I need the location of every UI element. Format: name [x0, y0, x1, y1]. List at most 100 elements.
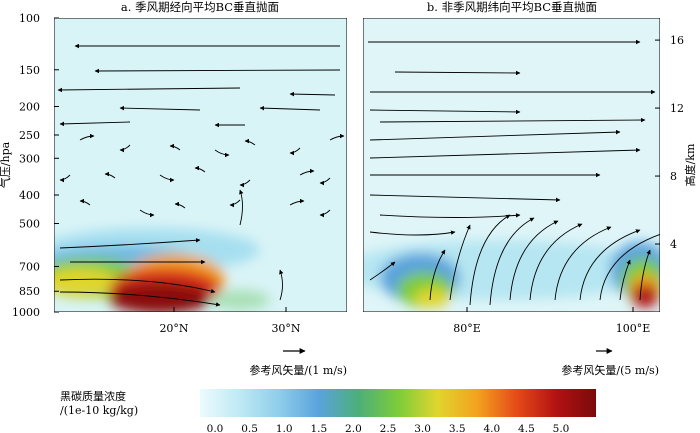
- colorbar-tick-label: 2.5: [380, 423, 397, 433]
- panel-b-wind-vector: [369, 129, 621, 141]
- panel-a-y-tick-label: 500: [19, 217, 40, 230]
- panel-b-y-tick-label: 12: [670, 102, 684, 115]
- panel-a-wind-vector: [259, 105, 321, 111]
- panel-a-y-tick-label: 700: [19, 260, 40, 273]
- panel-a-wind-vector: [239, 189, 244, 226]
- panel-b-wind-vector: [639, 249, 651, 301]
- panel-a-wind-vector: [319, 209, 331, 218]
- panel-a-wind-vector: [59, 121, 131, 127]
- panel-a-wind-vector: [119, 105, 201, 111]
- panel-b-wind-vector: [449, 224, 471, 301]
- panel-a-y-label: 气压/hpa: [0, 141, 12, 188]
- colorbar-tick-label: 5.0: [553, 423, 570, 433]
- panel-a-y-tick-label: 850: [19, 285, 40, 298]
- panel-a-y-ticks: 100 150 200 250 300 400 500 700 850 1000: [12, 12, 59, 319]
- panel-a-y-tick-label: 150: [19, 64, 40, 77]
- panel-b-wind-vector: [369, 230, 456, 236]
- panel-b-wind-vector: [599, 232, 660, 301]
- panel-b-y-ticks: 4 8 12 16: [655, 34, 684, 251]
- panel-b-wind-vectors: [368, 39, 660, 306]
- panel-a-wind-vector: [194, 165, 206, 173]
- panel-a-y-tick-label: 250: [19, 129, 40, 142]
- panel-b-x-tick-label: 80°E: [453, 322, 481, 335]
- panel-b-wind-vector: [489, 217, 535, 306]
- panel-a-y-tick-label: 100: [19, 12, 40, 25]
- colorbar-tick-label: 1.0: [276, 423, 293, 433]
- colorbar-tick-label: 4.5: [518, 423, 535, 433]
- panel-b-y-tick-label: 16: [670, 34, 684, 47]
- panel-a-y-axis: 气压/hpa 100 150 200 250 300 400 500 700 850 1000: [0, 12, 59, 319]
- panel-a-reference-vector: 参考风矢量/(1 m/s): [249, 348, 347, 377]
- colorbar-tick-label: 3.0: [414, 423, 431, 433]
- panel-a-wind-vector: [174, 201, 186, 209]
- panel-b-wind-vector: [394, 70, 521, 76]
- panel-a-wind-vector: [159, 174, 175, 183]
- panel-a-title: a. 季风期经向平均BC垂直抛面: [121, 0, 279, 14]
- panel-a-wind-vector: [289, 147, 301, 156]
- reference-label-b: 参考风矢量/(5 m/s): [561, 363, 659, 377]
- panel-a-wind-vector: [104, 171, 116, 179]
- panel-a-wind-vector: [289, 91, 336, 97]
- panel-a-wind-vector: [214, 149, 230, 158]
- panel-b-wind-vector: [509, 220, 559, 301]
- panel-a-y-tick-label: 200: [19, 101, 40, 114]
- panel-a-wind-vector: [59, 238, 201, 249]
- panel-b-title: b. 非季风期纬向平均BC垂直抛面: [427, 0, 597, 14]
- panel-b-wind-vector: [529, 223, 583, 301]
- panel-a-wind-vector: [239, 179, 251, 188]
- colorbar-tick-label: 2.0: [345, 423, 362, 433]
- panel-a-wind-vector: [94, 68, 341, 74]
- panel-a-green-right: [210, 290, 270, 310]
- colorbar-tick-label: 1.5: [310, 423, 327, 433]
- panel-a-wind-vector: [79, 198, 91, 206]
- panel-b-wind-vector: [554, 226, 612, 301]
- panel-a-wind-vector: [79, 133, 95, 141]
- panel-b-wind-vector: [369, 147, 641, 159]
- panel-a-wind-vector: [57, 87, 241, 93]
- panel-a-wind-vector: [59, 174, 71, 183]
- panel-b-wind-vector: [369, 109, 521, 115]
- panel-a-concentration-field: [54, 228, 270, 312]
- colorbar-tick-label: 4.0: [483, 423, 500, 433]
- panel-b-wind-vector: [579, 229, 641, 301]
- panel-b-x-tick-label: 100°E: [616, 322, 651, 335]
- panel-a-wind-vector: [244, 138, 256, 146]
- panel-a-x-ticks: 20°N 30°N: [159, 307, 301, 335]
- panel-a-wind-vector: [299, 168, 315, 176]
- panel-a-y-tick-label: 300: [19, 152, 40, 165]
- panel-b-y-axis: 高度/km 4 8 12 16: [655, 34, 697, 251]
- panel-b-wind-vector: [369, 261, 396, 281]
- colorbar-tick-label: 0.5: [241, 423, 258, 433]
- panel-a-wind-vector: [119, 144, 131, 153]
- panel-b-reference-vector: 参考风矢量/(5 m/s): [561, 348, 659, 377]
- panel-a-wind-vector: [279, 269, 284, 301]
- panel-b-y-tick-label: 8: [670, 170, 677, 183]
- panel-b-x-ticks: 80°E 100°E: [453, 307, 650, 335]
- panel-b-wind-vector: [379, 117, 646, 123]
- panel-a-y-tick-label: 400: [19, 189, 40, 202]
- panel-a-wind-vector: [59, 278, 216, 294]
- reference-label-a: 参考风矢量/(1 m/s): [249, 363, 347, 377]
- panel-b-wind-vector: [619, 259, 631, 301]
- panel-b-wind-vector: [369, 194, 561, 203]
- panel-a-wind-vector: [139, 209, 155, 218]
- colorbar: 黑碳质量浓度 /(1e-10 kg/kg) 0.0 0.5 1.0 1.5 2.0 2.5…: [60, 389, 596, 433]
- panel-a-wind-vector: [169, 143, 181, 151]
- colorbar-ticks: 0.0 0.5 1.0 1.5 2.0 2.5 3.0 3.5 4.0 4.5 5.0: [207, 423, 570, 433]
- colorbar-tick-label: 0.0: [207, 423, 224, 433]
- panel-b-wind-vector: [469, 214, 511, 306]
- panel-b-y-tick-label: 4: [670, 238, 677, 251]
- colorbar-label-line2: /(1e-10 kg/kg): [60, 404, 138, 417]
- colorbar-label-line1: 黑碳质量浓度: [60, 389, 126, 403]
- panel-b-plot: [363, 18, 660, 312]
- panel-a-x-tick-label: 20°N: [159, 322, 188, 335]
- panel-a-darkred-core: [108, 282, 212, 312]
- panel-a-wind-vector: [289, 198, 305, 206]
- panel-a-yellow-region: [54, 268, 118, 296]
- panel-b-y-label: 高度/km: [683, 143, 697, 186]
- panel-a-wind-vector: [229, 199, 241, 208]
- panel-b-wind-vector: [429, 249, 446, 301]
- panel-a-wind-vectors: [57, 43, 345, 307]
- colorbar-tick-label: 3.5: [449, 423, 466, 433]
